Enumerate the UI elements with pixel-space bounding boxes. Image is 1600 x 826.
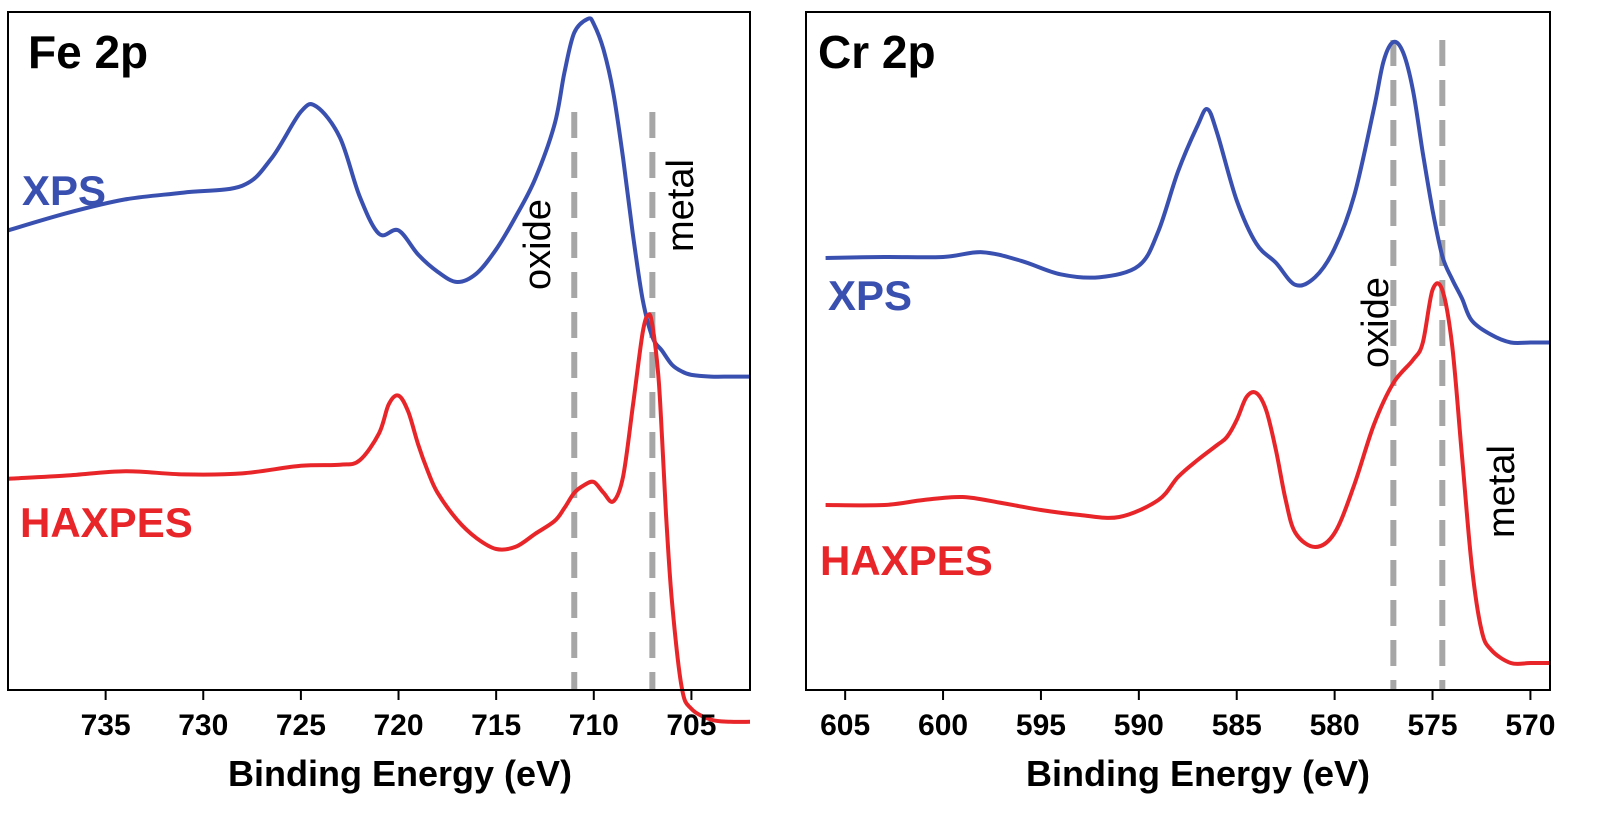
panel-cr-2p: 605 600 595 590 585 580 575 570 Cr 2p XPS HAXPE… (805, 11, 1555, 794)
fe-haxpes-label: HAXPES (20, 499, 193, 546)
panel-fe-2p: 735 730 725 720 715 710 705 Fe 2p XPS HAXPES o… (7, 11, 751, 794)
cr-metal-annotation: metal (1481, 445, 1523, 538)
fe-tick-label-715: 715 (471, 709, 521, 742)
cr-tick-label-590: 590 (1114, 709, 1164, 742)
cr-tick-label-580: 580 (1310, 709, 1360, 742)
cr-tick-label-595: 595 (1016, 709, 1066, 742)
cr-x-axis-label: Binding Energy (eV) (1026, 753, 1370, 794)
fe-xps-series-line (7, 16, 750, 379)
cr-oxide-annotation: oxide (1355, 277, 1397, 368)
fe-x-axis-label: Binding Energy (eV) (228, 753, 572, 794)
fe-oxide-annotation: oxide (517, 199, 559, 290)
cr-x-axis-ticks: 605 600 595 590 585 580 575 570 (820, 690, 1555, 742)
cr-panel-title: Cr 2p (818, 26, 936, 78)
cr-haxpes-label: HAXPES (820, 537, 993, 584)
fe-tick-label-730: 730 (178, 709, 228, 742)
cr-xps-series-line (825, 39, 1550, 346)
cr-tick-label-570: 570 (1505, 709, 1555, 742)
fe-haxpes-series-line (7, 312, 751, 724)
cr-tick-label-575: 575 (1407, 709, 1457, 742)
cr-plot-frame (805, 11, 1551, 691)
fe-reference-lines (571, 112, 656, 690)
fe-metal-annotation: metal (660, 159, 702, 252)
fe-x-axis-ticks: 735 730 725 720 715 710 705 (81, 690, 716, 742)
cr-tick-label-605: 605 (820, 709, 870, 742)
fe-tick-label-725: 725 (276, 709, 326, 742)
cr-haxpes-series-line (825, 281, 1550, 666)
fe-panel-title: Fe 2p (28, 26, 148, 78)
fe-tick-label-735: 735 (81, 709, 131, 742)
fe-tick-label-705: 705 (666, 709, 716, 742)
fe-xps-label: XPS (22, 167, 106, 214)
fe-tick-label-710: 710 (569, 709, 619, 742)
cr-tick-label-585: 585 (1212, 709, 1262, 742)
fe-plot-frame (7, 11, 751, 691)
fe-tick-label-720: 720 (373, 709, 423, 742)
cr-tick-label-600: 600 (918, 709, 968, 742)
cr-reference-lines (1390, 40, 1446, 690)
cr-xps-label: XPS (828, 272, 912, 319)
